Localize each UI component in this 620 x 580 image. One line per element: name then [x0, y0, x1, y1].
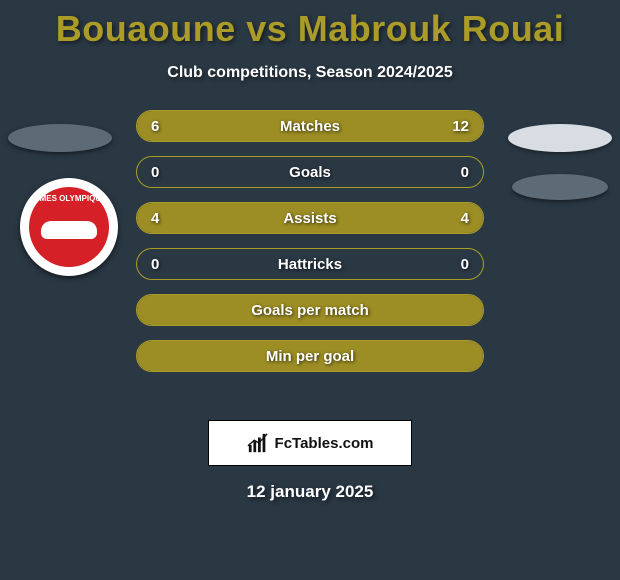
bar-fill-left [137, 203, 310, 233]
date-text: 12 january 2025 [0, 482, 620, 502]
stat-bars: Matches612Goals00Assists44Hattricks00Goa… [136, 110, 484, 386]
bar-fill [137, 295, 483, 325]
bar-fill-right [310, 203, 483, 233]
left-player-slot [8, 124, 112, 152]
club-logo-shield: NIMES OLYMPIQUE [29, 187, 109, 267]
bar-value-right: 0 [461, 249, 469, 279]
branding-text: FcTables.com [275, 435, 374, 452]
club-logo: NIMES OLYMPIQUE [20, 178, 118, 276]
bar-fill-left [137, 111, 275, 141]
bar-value-left: 0 [151, 157, 159, 187]
bar-fill-right [275, 111, 483, 141]
bar-label: Goals [137, 157, 483, 187]
stat-bar-row: Goals0 0 [136, 156, 484, 188]
right-player-slot-2 [512, 174, 608, 200]
club-logo-mascot [41, 221, 97, 239]
chart-area: NIMES OLYMPIQUE Matches612Goals00Assists… [0, 110, 620, 410]
branding-badge: FcTables.com [208, 420, 412, 466]
stat-bar-row: Goals per match [136, 294, 484, 326]
branding-icon [247, 432, 269, 454]
stat-bar-row: Min per goal [136, 340, 484, 372]
right-player-slot [508, 124, 612, 152]
club-logo-text: NIMES OLYMPIQUE [32, 195, 107, 203]
stat-bar-row: Matches612 [136, 110, 484, 142]
bar-fill [137, 341, 483, 371]
bar-value-left: 0 [151, 249, 159, 279]
page-title: Bouaoune vs Mabrouk Rouai [0, 0, 620, 50]
bar-label: Hattricks [137, 249, 483, 279]
subtitle: Club competitions, Season 2024/2025 [0, 64, 620, 82]
infographic-container: Bouaoune vs Mabrouk Rouai Club competiti… [0, 0, 620, 580]
stat-bar-row: Assists44 [136, 202, 484, 234]
bar-value-right: 0 [461, 157, 469, 187]
stat-bar-row: Hattricks0 0 [136, 248, 484, 280]
